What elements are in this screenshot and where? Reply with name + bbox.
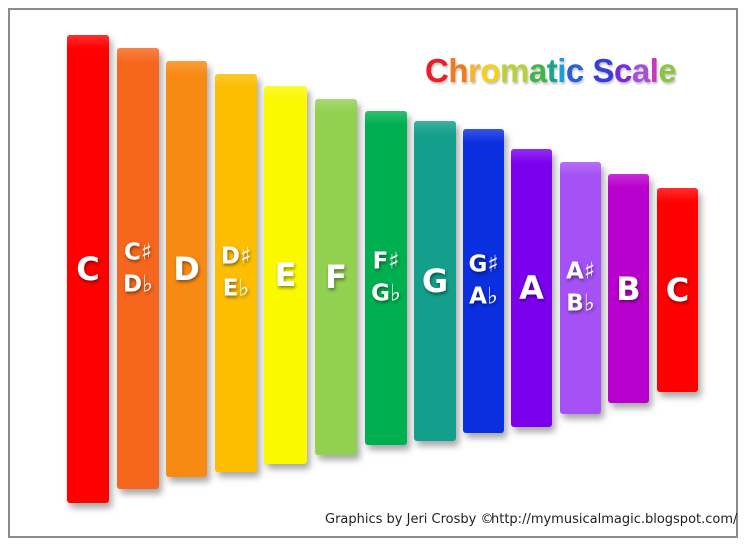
- note-label: D: [166, 253, 207, 285]
- xylophone-bar: C: [67, 35, 109, 503]
- note-label: B: [608, 273, 649, 305]
- xylophone-bar: D♯ E♭: [215, 74, 257, 472]
- title-letter: c: [565, 52, 584, 89]
- note-label: A♯ B♭: [560, 258, 601, 317]
- title-letter: i: [557, 52, 566, 89]
- note-name: A♯: [566, 258, 595, 285]
- note-name: C: [76, 250, 100, 288]
- chart-title: Chromatic Scale: [425, 52, 677, 90]
- xylophone-bar: G: [414, 121, 456, 441]
- xylophone-bar: C♯ D♭: [117, 48, 159, 489]
- xylophone-bar: E: [264, 86, 307, 464]
- note-name: G: [421, 262, 449, 300]
- title-letter: m: [500, 52, 529, 89]
- title-letter: S: [592, 52, 614, 89]
- xylophone-bar: F♯ G♭: [365, 111, 407, 445]
- title-letter: a: [631, 52, 650, 89]
- note-name: C♯: [123, 239, 152, 265]
- title-letter: a: [528, 52, 547, 89]
- note-name: B: [616, 269, 641, 308]
- note-label: C: [657, 274, 698, 306]
- note-label: C♯ D♭: [117, 241, 159, 296]
- note-name: A♭: [469, 283, 498, 310]
- xylophone-bar: D: [166, 61, 207, 477]
- note-name: C: [665, 271, 690, 309]
- note-name: D: [173, 250, 200, 288]
- xylophone-bar: B: [608, 174, 649, 403]
- xylophone-bar: C: [657, 188, 698, 392]
- title-letter: r: [468, 52, 481, 89]
- note-name: B♭: [566, 290, 595, 317]
- note-label: A: [511, 272, 552, 304]
- note-label: G♯ A♭: [463, 251, 504, 310]
- note-label: C: [67, 253, 109, 285]
- xylophone-bar: F: [315, 99, 357, 455]
- note-name: F♯: [372, 248, 400, 275]
- title-letter: t: [546, 52, 558, 89]
- title-letter: l: [649, 52, 659, 89]
- title-letter: e: [658, 52, 677, 89]
- note-label: F♯ G♭: [365, 248, 407, 307]
- note-name: D♭: [123, 271, 153, 297]
- xylophone-bar: G♯ A♭: [463, 129, 504, 433]
- note-name: E: [274, 256, 297, 294]
- title-letter: h: [448, 52, 469, 89]
- note-name: E♭: [222, 275, 250, 302]
- note-name: A: [519, 269, 544, 307]
- note-name: D♯: [220, 243, 252, 270]
- note-name: G♯: [468, 251, 499, 278]
- note-name: F: [325, 258, 347, 296]
- note-name: G♭: [371, 280, 401, 307]
- title-letter: c: [613, 52, 632, 89]
- note-label: G: [414, 265, 456, 297]
- blog-url: http://mymusicalmagic.blogspot.com/: [491, 512, 738, 527]
- title-letter: o: [480, 52, 501, 89]
- xylophone-bar: A: [511, 149, 552, 427]
- credit-text: Graphics by Jeri Crosby ©: [325, 512, 494, 527]
- xylophone-bar: A♯ B♭: [560, 162, 601, 414]
- note-label: D♯ E♭: [215, 243, 257, 302]
- title-letter: C: [425, 52, 449, 89]
- note-label: E: [264, 259, 307, 291]
- note-label: F: [315, 261, 357, 293]
